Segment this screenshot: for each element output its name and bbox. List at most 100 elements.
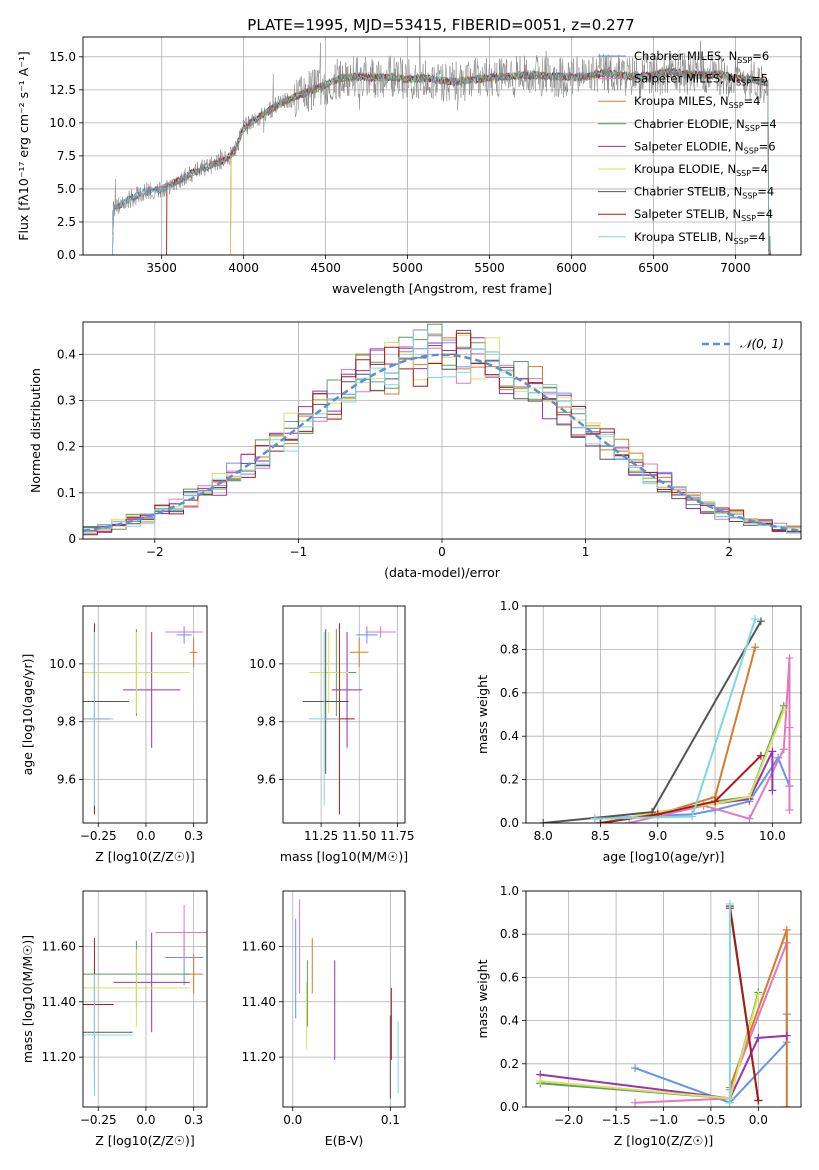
spectrum-lines bbox=[112, 37, 772, 255]
y-tick-label: 0.0 bbox=[500, 1100, 519, 1114]
weight-marker bbox=[711, 797, 720, 806]
x-tick-label: 8.0 bbox=[534, 829, 553, 843]
plot-frame bbox=[82, 321, 802, 540]
y-tick-label: 0.1 bbox=[57, 486, 76, 500]
weight-marker bbox=[785, 654, 794, 663]
weight-marker bbox=[779, 706, 788, 715]
weight-marker bbox=[779, 745, 788, 754]
weight-marker bbox=[536, 1077, 545, 1086]
weight-lines bbox=[536, 899, 791, 1107]
weight-marker bbox=[768, 747, 777, 756]
y-tick-label: 9.6 bbox=[57, 773, 76, 787]
weight-marker bbox=[782, 1031, 791, 1040]
plot-frame bbox=[82, 36, 802, 256]
y-axis-label: mass [log10(M/M☉)] bbox=[20, 935, 35, 1063]
weight-marker bbox=[596, 819, 605, 823]
weight-marker bbox=[782, 1103, 791, 1107]
x-tick-label: 5000 bbox=[392, 261, 423, 275]
y-tick-label: 11.20 bbox=[242, 1050, 276, 1064]
weight-marker bbox=[782, 925, 791, 934]
x-axis-label: (data-model)/error bbox=[384, 565, 501, 580]
x-tick-label: −1 bbox=[290, 545, 308, 559]
chart-mass_vs_EBV: 0.0 0.1 11.20 11.40 11.60 E(B-V) bbox=[242, 890, 406, 1148]
y-tick-label: 12.5 bbox=[49, 83, 76, 97]
weight-marker bbox=[754, 990, 763, 999]
legend-label: 𝒩(0, 1) bbox=[740, 337, 784, 351]
y-axis-label: age [log10(age/yr)] bbox=[20, 654, 35, 776]
y-tick-label: 10.0 bbox=[49, 116, 76, 130]
figure-title: PLATE=1995, MJD=53415, FIBERID=0051, z=0… bbox=[247, 16, 634, 34]
y-tick-label: 0.6 bbox=[500, 970, 519, 984]
legend-label: Salpeter STELIB, NSSP=4 bbox=[634, 207, 773, 223]
legend-label: Kroupa STELIB, NSSP=4 bbox=[634, 230, 765, 246]
legend-label: Salpeter MILES, NSSP=5 bbox=[634, 72, 768, 88]
plot-frame bbox=[525, 605, 802, 824]
y-tick-label: 9.8 bbox=[57, 715, 76, 729]
histograms bbox=[83, 323, 801, 538]
x-tick-label: 6500 bbox=[638, 261, 669, 275]
weight-marker bbox=[785, 805, 794, 814]
chart-mass_vs_Z: −0.25 0.0 0.3 11.20 11.40 11.60 Z [log10(Z/Z☉)… bbox=[20, 890, 208, 1148]
x-axis-label: age [log10(age/yr)] bbox=[603, 849, 725, 864]
x-tick-label: 0.0 bbox=[136, 1113, 155, 1127]
y-tick-label: 5.0 bbox=[57, 182, 76, 196]
chart-weight_vs_Z: −2.0 −1.5 −1.0 −0.5 0.0 0.0 0.2 0.4 0.6 0.8 1.0 Z [… bbox=[475, 884, 802, 1148]
errorbars bbox=[83, 904, 207, 1096]
plot-frame bbox=[82, 890, 208, 1108]
x-tick-label: 8.5 bbox=[591, 829, 610, 843]
weight-marker bbox=[756, 751, 765, 760]
weight-marker bbox=[539, 819, 548, 823]
weight-marker bbox=[751, 643, 760, 652]
chart-age_vs_Z: −0.25 0.0 0.3 9.6 9.8 10.0 Z [log10(Z/Z☉)] age … bbox=[20, 605, 208, 864]
x-axis-label: Z [log10(Z/Z☉)] bbox=[95, 849, 195, 864]
x-axis-label: E(B-V) bbox=[325, 1133, 364, 1148]
x-tick-label: 9.0 bbox=[648, 829, 667, 843]
weight-marker bbox=[754, 1096, 763, 1105]
x-tick-label: 0.3 bbox=[184, 829, 203, 843]
y-axis-label: mass weight bbox=[475, 959, 490, 1038]
weight-marker bbox=[785, 723, 794, 732]
weight-marker bbox=[768, 786, 777, 795]
legend-label: Salpeter ELODIE, NSSP=6 bbox=[634, 139, 776, 155]
y-axis-label: Flux [fλ10⁻¹⁷ erg cm⁻² s⁻¹ A⁻¹] bbox=[16, 51, 31, 240]
y-tick-label: 0.3 bbox=[57, 393, 76, 407]
x-tick-label: 5500 bbox=[474, 261, 505, 275]
y-tick-label: 1.0 bbox=[500, 884, 519, 898]
legend-label: Chabrier MILES, NSSP=6 bbox=[634, 49, 769, 65]
legend-label: Kroupa MILES, NSSP=4 bbox=[634, 94, 760, 110]
weight-marker bbox=[631, 1064, 640, 1073]
chart-spectrum: 3500 4000 4500 5000 5500 6000 6500 7000 0.0 2.5 5.… bbox=[16, 36, 802, 296]
y-tick-label: 11.60 bbox=[42, 939, 76, 953]
weight-marker bbox=[756, 617, 765, 626]
x-tick-label: 10.0 bbox=[759, 829, 786, 843]
x-tick-label: 11.25 bbox=[304, 829, 338, 843]
x-tick-label: −1.0 bbox=[649, 1113, 678, 1127]
weight-series bbox=[594, 755, 791, 820]
y-tick-label: 0.0 bbox=[57, 248, 76, 262]
y-tick-label: 1.0 bbox=[500, 599, 519, 613]
weight-marker bbox=[745, 814, 754, 823]
x-tick-label: 4000 bbox=[228, 261, 259, 275]
y-tick-label: 11.40 bbox=[242, 995, 276, 1009]
normal-curve bbox=[83, 353, 801, 533]
x-axis-label: wavelength [Angstrom, rest frame] bbox=[332, 281, 552, 296]
legend-label: Chabrier STELIB, NSSP=4 bbox=[634, 185, 774, 201]
errorbars bbox=[302, 623, 396, 815]
residual-histogram bbox=[83, 337, 801, 533]
y-tick-label: 2.5 bbox=[57, 215, 76, 229]
y-tick-label: 11.60 bbox=[242, 939, 276, 953]
x-tick-label: 0.1 bbox=[381, 1113, 400, 1127]
y-tick-label: 10.0 bbox=[49, 657, 76, 671]
y-tick-label: 0.2 bbox=[500, 773, 519, 787]
plots-layer: 3500 4000 4500 5000 5500 6000 6500 7000 0.0 2.5 5.… bbox=[16, 36, 802, 1148]
x-tick-label: 6000 bbox=[556, 261, 587, 275]
chart-age_vs_mass: 11.25 11.50 11.75 9.6 9.8 10.0 mass [log10(M/M… bbox=[249, 605, 415, 864]
y-tick-label: 9.6 bbox=[257, 773, 276, 787]
y-tick-label: 0.2 bbox=[500, 1057, 519, 1071]
x-tick-label: 11.75 bbox=[380, 829, 414, 843]
y-tick-label: 0.4 bbox=[500, 1014, 519, 1028]
y-tick-label: 15.0 bbox=[49, 50, 76, 64]
x-tick-label: 3500 bbox=[146, 261, 177, 275]
y-axis-label: mass weight bbox=[475, 675, 490, 754]
